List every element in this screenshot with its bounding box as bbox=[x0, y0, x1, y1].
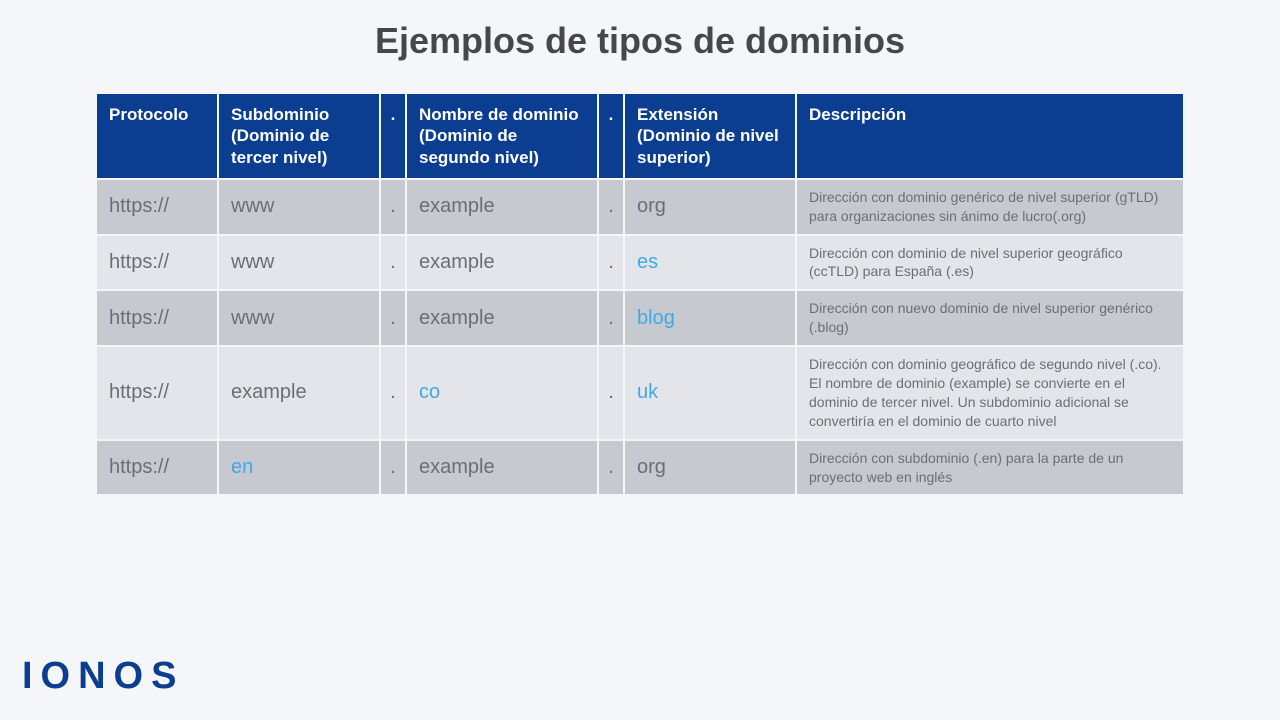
cell-protocol: https:// bbox=[97, 441, 217, 495]
cell-subdomain: en bbox=[219, 441, 379, 495]
table-row: https://www.example.blogDirección con nu… bbox=[97, 291, 1183, 345]
cell-dot: . bbox=[599, 441, 623, 495]
cell-dot: . bbox=[381, 441, 405, 495]
cell-dot: . bbox=[381, 347, 405, 439]
table-row: https://example.co.ukDirección con domin… bbox=[97, 347, 1183, 439]
brand-logo: IONOS bbox=[22, 655, 184, 698]
cell-subdomain: www bbox=[219, 180, 379, 234]
cell-protocol: https:// bbox=[97, 180, 217, 234]
cell-name: example bbox=[407, 236, 597, 290]
cell-protocol: https:// bbox=[97, 236, 217, 290]
cell-name: example bbox=[407, 180, 597, 234]
page-title: Ejemplos de tipos de dominios bbox=[95, 20, 1185, 62]
col-header-protocol: Protocolo bbox=[97, 94, 217, 178]
col-header-dot1: . bbox=[381, 94, 405, 178]
cell-subdomain: www bbox=[219, 291, 379, 345]
cell-dot: . bbox=[599, 236, 623, 290]
cell-description: Dirección con dominio de nivel superior … bbox=[797, 236, 1183, 290]
table-row: https://en.example.orgDirección con subd… bbox=[97, 441, 1183, 495]
table-header-row: Protocolo Subdominio (Dominio de tercer … bbox=[97, 94, 1183, 178]
cell-extension: uk bbox=[625, 347, 795, 439]
cell-name: co bbox=[407, 347, 597, 439]
cell-subdomain: example bbox=[219, 347, 379, 439]
cell-description: Dirección con dominio genérico de nivel … bbox=[797, 180, 1183, 234]
cell-description: Dirección con subdominio (.en) para la p… bbox=[797, 441, 1183, 495]
table-row: https://www.example.orgDirección con dom… bbox=[97, 180, 1183, 234]
cell-name: example bbox=[407, 291, 597, 345]
cell-dot: . bbox=[599, 347, 623, 439]
cell-dot: . bbox=[599, 291, 623, 345]
col-header-name: Nombre de dominio (Dominio de segundo ni… bbox=[407, 94, 597, 178]
cell-extension: org bbox=[625, 441, 795, 495]
cell-extension: org bbox=[625, 180, 795, 234]
domain-table: Protocolo Subdominio (Dominio de tercer … bbox=[95, 92, 1185, 496]
cell-protocol: https:// bbox=[97, 291, 217, 345]
cell-extension: es bbox=[625, 236, 795, 290]
cell-protocol: https:// bbox=[97, 347, 217, 439]
cell-dot: . bbox=[599, 180, 623, 234]
cell-extension: blog bbox=[625, 291, 795, 345]
cell-dot: . bbox=[381, 236, 405, 290]
cell-description: Dirección con dominio geográfico de segu… bbox=[797, 347, 1183, 439]
col-header-description: Descripción bbox=[797, 94, 1183, 178]
cell-description: Dirección con nuevo dominio de nivel sup… bbox=[797, 291, 1183, 345]
col-header-extension: Extensión (Dominio de nivel superior) bbox=[625, 94, 795, 178]
cell-name: example bbox=[407, 441, 597, 495]
cell-dot: . bbox=[381, 291, 405, 345]
cell-dot: . bbox=[381, 180, 405, 234]
cell-subdomain: www bbox=[219, 236, 379, 290]
col-header-subdomain: Subdominio (Dominio de tercer nivel) bbox=[219, 94, 379, 178]
table-row: https://www.example.esDirección con domi… bbox=[97, 236, 1183, 290]
col-header-dot2: . bbox=[599, 94, 623, 178]
